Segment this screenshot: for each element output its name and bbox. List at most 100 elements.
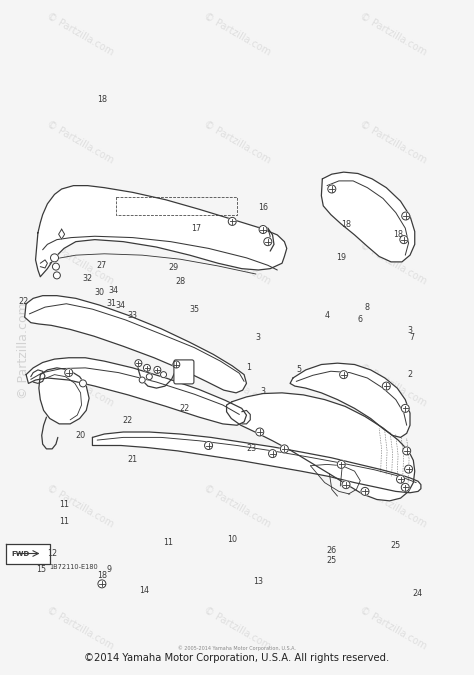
Polygon shape bbox=[26, 358, 246, 425]
Circle shape bbox=[146, 374, 152, 379]
Circle shape bbox=[98, 580, 106, 588]
Text: 2: 2 bbox=[408, 370, 412, 379]
Text: 17: 17 bbox=[191, 223, 202, 233]
Text: 18: 18 bbox=[393, 230, 403, 240]
Circle shape bbox=[51, 254, 58, 262]
FancyBboxPatch shape bbox=[174, 360, 194, 384]
Polygon shape bbox=[92, 432, 421, 493]
Text: © Partzilla.com: © Partzilla.com bbox=[202, 119, 272, 165]
Text: © Partzilla.com: © Partzilla.com bbox=[202, 240, 272, 286]
Text: 15: 15 bbox=[36, 564, 47, 574]
Text: © Partzilla.com: © Partzilla.com bbox=[358, 119, 428, 165]
Circle shape bbox=[361, 487, 369, 495]
Text: 11: 11 bbox=[59, 517, 69, 526]
Text: 21: 21 bbox=[128, 454, 138, 464]
Circle shape bbox=[205, 441, 212, 450]
Text: ©2014 Yamaha Motor Corporation, U.S.A. All rights reserved.: ©2014 Yamaha Motor Corporation, U.S.A. A… bbox=[84, 653, 390, 663]
Text: 16: 16 bbox=[258, 203, 268, 213]
Circle shape bbox=[337, 460, 345, 468]
Text: © Partzilla.com: © Partzilla.com bbox=[17, 302, 30, 400]
Circle shape bbox=[65, 369, 73, 377]
Text: 13: 13 bbox=[253, 577, 264, 587]
Text: 12: 12 bbox=[47, 549, 57, 558]
Circle shape bbox=[80, 380, 86, 387]
Polygon shape bbox=[59, 230, 64, 239]
Text: 3: 3 bbox=[261, 387, 265, 396]
Text: 22: 22 bbox=[18, 297, 29, 306]
Circle shape bbox=[161, 372, 166, 377]
Circle shape bbox=[328, 185, 336, 193]
Text: 22: 22 bbox=[123, 416, 133, 425]
Circle shape bbox=[401, 404, 409, 412]
Circle shape bbox=[259, 225, 267, 234]
Circle shape bbox=[400, 236, 408, 244]
Circle shape bbox=[256, 428, 264, 436]
Circle shape bbox=[383, 382, 390, 390]
Text: 18: 18 bbox=[97, 95, 107, 105]
Polygon shape bbox=[25, 296, 246, 393]
Text: 20: 20 bbox=[75, 431, 86, 440]
Text: FWD: FWD bbox=[11, 551, 29, 558]
Circle shape bbox=[144, 364, 150, 371]
Text: 18: 18 bbox=[341, 219, 351, 229]
Circle shape bbox=[173, 361, 180, 368]
Text: 3: 3 bbox=[408, 326, 412, 335]
Text: 9: 9 bbox=[107, 564, 111, 574]
Text: 11: 11 bbox=[59, 500, 69, 510]
Text: 1B72110-E180: 1B72110-E180 bbox=[50, 564, 99, 570]
Circle shape bbox=[281, 445, 288, 453]
Circle shape bbox=[402, 212, 410, 220]
Polygon shape bbox=[7, 543, 50, 564]
Text: 7: 7 bbox=[410, 333, 415, 342]
Text: © Partzilla.com: © Partzilla.com bbox=[46, 483, 116, 529]
Text: © Partzilla.com: © Partzilla.com bbox=[46, 605, 116, 651]
Text: 1: 1 bbox=[246, 363, 251, 373]
Text: © 2005-2014 Yamaha Motor Corporation, U.S.A.: © 2005-2014 Yamaha Motor Corporation, U.… bbox=[178, 645, 296, 651]
Text: 35: 35 bbox=[189, 304, 200, 314]
Text: 11: 11 bbox=[163, 537, 173, 547]
Text: 19: 19 bbox=[336, 253, 346, 263]
Circle shape bbox=[264, 238, 272, 246]
Text: © Partzilla.com: © Partzilla.com bbox=[46, 119, 116, 165]
Polygon shape bbox=[227, 393, 415, 501]
Text: 34: 34 bbox=[116, 300, 126, 310]
Text: © Partzilla.com: © Partzilla.com bbox=[202, 11, 272, 57]
Polygon shape bbox=[290, 363, 410, 437]
Text: © Partzilla.com: © Partzilla.com bbox=[202, 362, 272, 408]
Text: 6: 6 bbox=[358, 315, 363, 324]
Text: 30: 30 bbox=[94, 288, 105, 297]
Polygon shape bbox=[36, 186, 287, 277]
Text: 8: 8 bbox=[365, 302, 370, 312]
Circle shape bbox=[154, 367, 161, 373]
Text: © Partzilla.com: © Partzilla.com bbox=[202, 605, 272, 651]
Circle shape bbox=[403, 447, 410, 455]
Circle shape bbox=[405, 465, 412, 473]
Text: © Partzilla.com: © Partzilla.com bbox=[358, 362, 428, 408]
Text: © Partzilla.com: © Partzilla.com bbox=[358, 605, 428, 651]
Text: 4: 4 bbox=[325, 311, 329, 321]
Text: © Partzilla.com: © Partzilla.com bbox=[202, 483, 272, 529]
Text: 28: 28 bbox=[175, 277, 185, 286]
Circle shape bbox=[53, 263, 59, 270]
Text: 18: 18 bbox=[97, 570, 107, 580]
Text: 31: 31 bbox=[106, 299, 117, 308]
Circle shape bbox=[135, 360, 142, 367]
Circle shape bbox=[340, 371, 347, 379]
Text: 33: 33 bbox=[128, 311, 138, 321]
Text: 23: 23 bbox=[246, 444, 256, 454]
Text: 26: 26 bbox=[327, 545, 337, 555]
Circle shape bbox=[269, 450, 276, 458]
Text: 25: 25 bbox=[327, 556, 337, 565]
Text: 27: 27 bbox=[97, 261, 107, 270]
Circle shape bbox=[397, 475, 404, 483]
Circle shape bbox=[54, 272, 60, 279]
Text: 32: 32 bbox=[82, 274, 93, 284]
Circle shape bbox=[401, 483, 409, 491]
Text: 14: 14 bbox=[139, 586, 150, 595]
Text: 29: 29 bbox=[168, 263, 178, 273]
Polygon shape bbox=[39, 368, 89, 424]
Text: 3: 3 bbox=[256, 333, 261, 342]
Text: © Partzilla.com: © Partzilla.com bbox=[46, 362, 116, 408]
Text: 24: 24 bbox=[412, 589, 422, 599]
Circle shape bbox=[139, 377, 145, 383]
